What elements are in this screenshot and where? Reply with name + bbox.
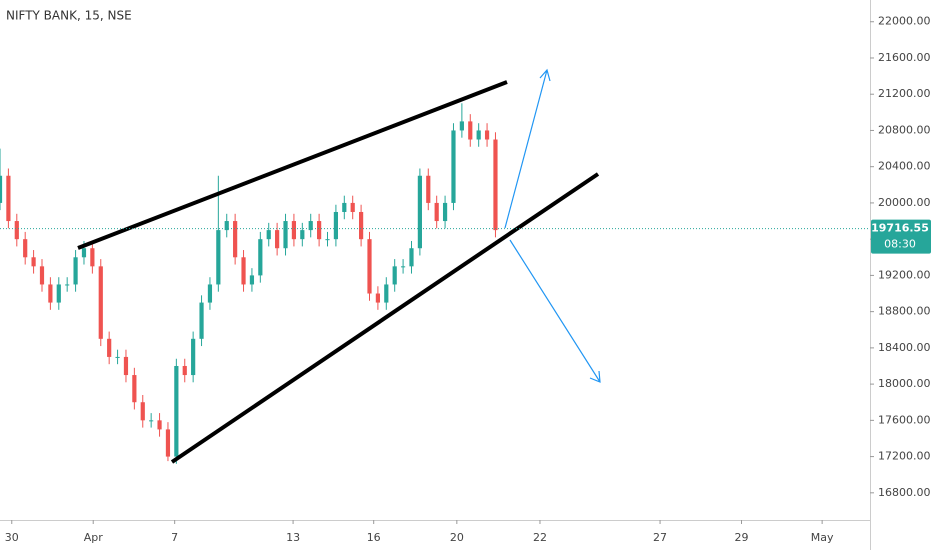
candle-body	[140, 402, 145, 421]
candle-body	[107, 338, 112, 357]
last-price-label: 19716.55	[871, 222, 929, 235]
candle-body	[174, 365, 179, 457]
candle-body	[48, 284, 53, 303]
candle-body	[132, 375, 137, 403]
x-tick-label: Apr	[84, 531, 104, 544]
candle-body	[191, 338, 196, 376]
y-tick-label: 20000.00	[878, 196, 931, 209]
chart-title: NIFTY BANK, 15, NSE	[6, 9, 132, 23]
candle-body	[434, 202, 439, 222]
candle-body	[56, 284, 61, 303]
candle-body	[81, 248, 87, 258]
x-tick-label: 30	[5, 531, 19, 544]
candle-body	[333, 211, 339, 240]
y-tick-label: 17600.00	[878, 413, 931, 426]
y-tick-label: 16800.00	[878, 486, 931, 499]
x-tick-label: 20	[450, 531, 464, 544]
candle-body	[417, 175, 422, 249]
candle-body	[367, 239, 372, 294]
candle-body	[442, 202, 448, 222]
projection-arrows	[504, 68, 601, 383]
candle-body	[165, 429, 171, 457]
y-tick-label: 18800.00	[878, 305, 931, 318]
candle-body	[14, 221, 19, 240]
candle-body	[123, 356, 129, 376]
candle-body	[241, 257, 246, 285]
y-tick-label: 17200.00	[878, 450, 931, 463]
candle-body	[266, 230, 271, 240]
y-tick-label: 18000.00	[878, 377, 931, 390]
candle-body	[384, 284, 389, 303]
candle-body	[258, 239, 263, 276]
x-tick-label: 29	[735, 531, 749, 544]
candle-body	[359, 211, 364, 240]
candle-body	[493, 139, 498, 231]
candle-body	[350, 202, 355, 212]
x-tick-label: 16	[367, 531, 381, 544]
candle-body	[182, 365, 187, 376]
candle-body	[6, 175, 11, 222]
candle-body	[426, 175, 431, 203]
candle-body	[90, 248, 95, 267]
candle-body	[451, 130, 456, 203]
candle-body	[216, 230, 221, 285]
candle-body	[459, 121, 464, 131]
y-tick-label: 19200.00	[878, 268, 931, 281]
candle-body	[300, 230, 305, 240]
candle-body	[98, 266, 103, 339]
candle-body	[308, 221, 313, 231]
x-tick-label: 13	[286, 531, 300, 544]
x-tick-label: May	[811, 531, 834, 544]
candle-body	[233, 221, 238, 258]
candle-body	[317, 221, 322, 240]
drawings	[77, 68, 601, 464]
candle-body	[39, 266, 45, 285]
candle-body	[149, 420, 154, 422]
candle-body	[409, 248, 414, 267]
candle-body	[325, 239, 330, 241]
candle-body	[65, 284, 70, 286]
candle-body	[199, 302, 204, 339]
candle-body	[291, 221, 297, 240]
candle-body	[342, 202, 347, 212]
trend-line-lower	[170, 172, 600, 464]
candle-body	[392, 266, 397, 285]
y-tick-label: 22000.00	[878, 15, 931, 28]
candle-body	[73, 257, 78, 285]
candle-body	[115, 356, 120, 358]
y-tick-label: 20800.00	[878, 123, 931, 136]
y-tick-label: 21600.00	[878, 51, 931, 64]
candle-body	[375, 293, 380, 303]
candle-body	[275, 230, 280, 249]
candle-body	[476, 130, 481, 140]
last-price-box	[871, 219, 931, 254]
x-tick-label: 7	[171, 531, 178, 544]
y-tick-label: 18400.00	[878, 341, 931, 354]
candle-body	[207, 284, 213, 303]
candle-body	[31, 257, 36, 267]
arrow-up	[504, 68, 551, 229]
countdown-label: 08:30	[884, 238, 916, 251]
x-tick-label: 27	[653, 531, 667, 544]
y-tick-label: 20400.00	[878, 160, 931, 173]
y-tick-label: 21200.00	[878, 87, 931, 100]
candle-body	[0, 175, 3, 203]
candle-body	[23, 239, 28, 258]
x-tick-label: 22	[533, 531, 547, 544]
candle-body	[157, 420, 162, 430]
candle-body	[484, 130, 490, 140]
candle-body	[224, 221, 229, 231]
candle-body	[249, 275, 255, 285]
arrow-down	[509, 239, 601, 383]
candle-body	[400, 266, 406, 268]
candle-body	[283, 221, 288, 249]
trend-line-upper	[77, 80, 508, 250]
candle-body	[468, 121, 473, 140]
